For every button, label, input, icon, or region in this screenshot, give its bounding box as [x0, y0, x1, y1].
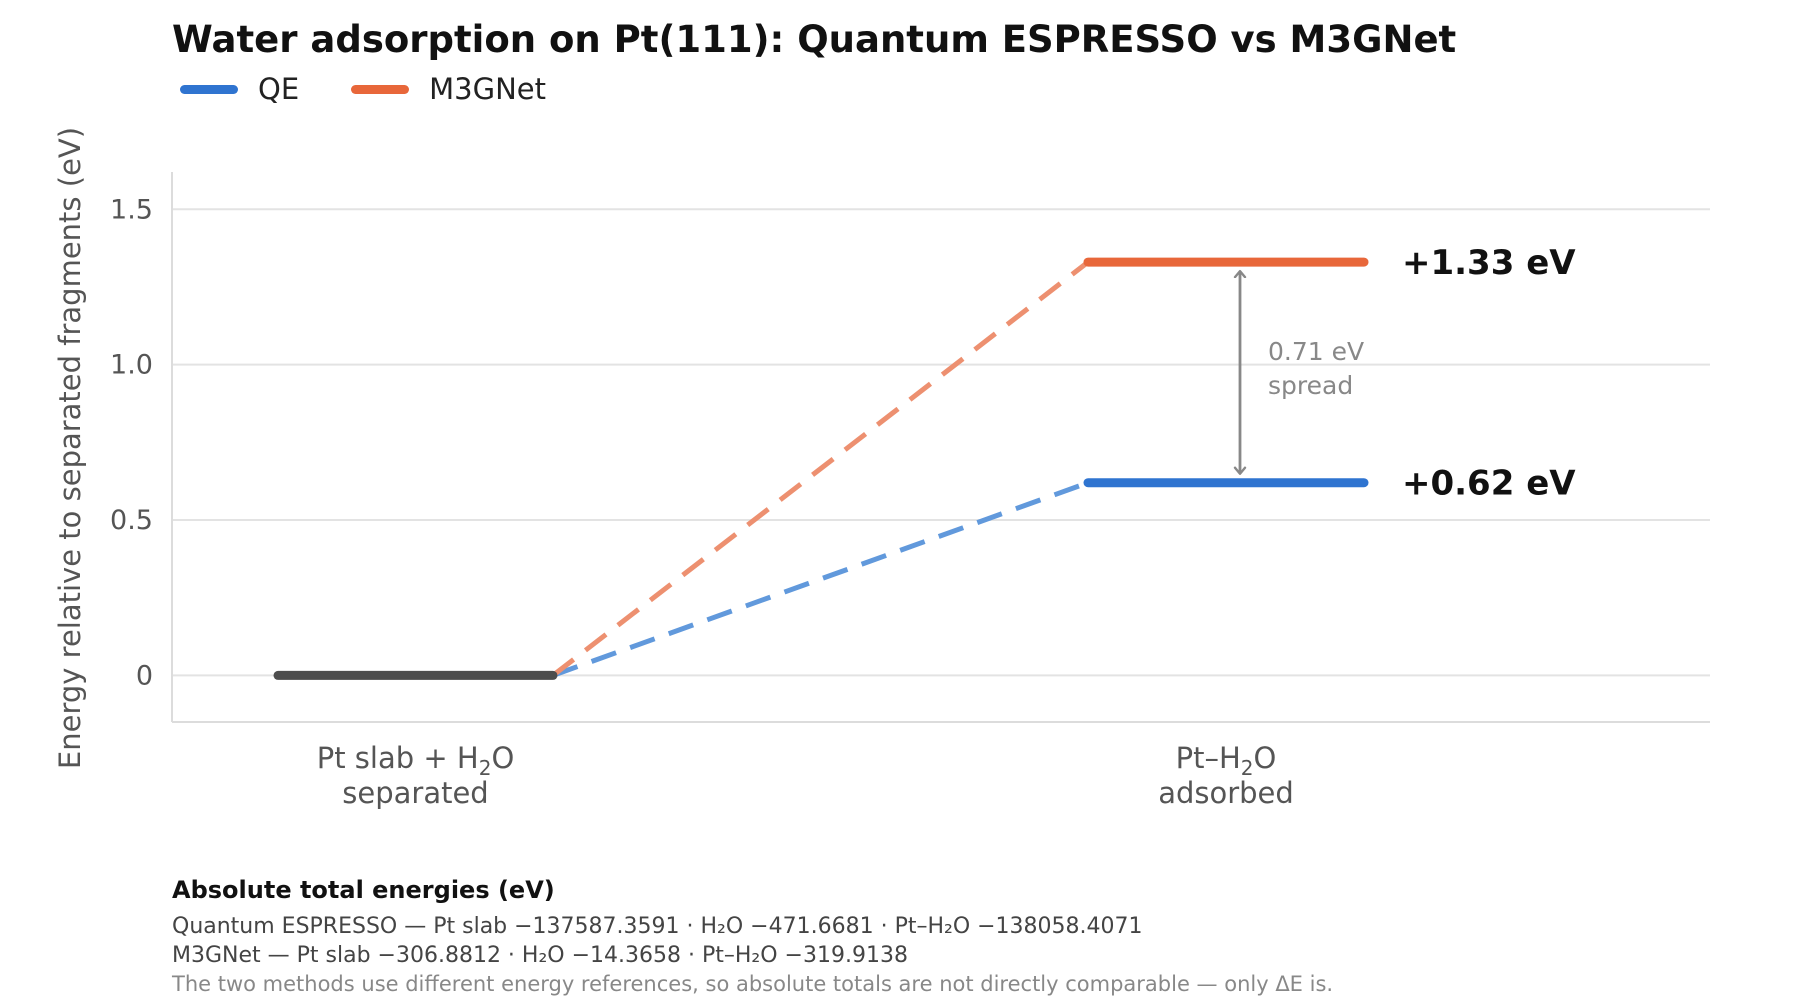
x-category-label: Pt slab + H2O: [317, 741, 515, 780]
value-label-m3gnet: +1.33 eV: [1402, 243, 1576, 283]
notes-heading: Absolute total energies (eV): [172, 876, 555, 904]
spread-label-value: 0.71 eV: [1268, 337, 1364, 366]
y-tick-label: 1.0: [110, 350, 153, 381]
y-tick-label: 0: [136, 660, 153, 691]
connector-m3gnet: [551, 260, 1090, 678]
notes-footnote: The two methods use different energy ref…: [172, 972, 1334, 996]
y-tick-label: 0.5: [110, 505, 153, 536]
notes-line-qe: Quantum ESPRESSO — Pt slab −137587.3591 …: [172, 914, 1143, 939]
y-tick-label: 1.5: [110, 194, 153, 225]
legend-label-qe: QE: [258, 72, 300, 106]
legend-item-m3gnet: M3GNet: [351, 72, 546, 106]
legend-swatch-qe: [180, 84, 238, 94]
legend-label-m3gnet: M3GNet: [429, 72, 547, 106]
value-label-qe: +0.62 eV: [1402, 464, 1576, 504]
x-category-label-line2: separated: [342, 776, 488, 810]
legend-swatch-m3gnet: [351, 84, 410, 94]
spread-label-text: spread: [1268, 371, 1353, 400]
x-category-label: Pt–H2O: [1176, 741, 1277, 780]
notes-line-m3gnet: M3GNet — Pt slab −306.8812 · H₂O −14.365…: [172, 943, 908, 968]
absolute-energies-notes: Absolute total energies (eV) Quantum ESP…: [172, 876, 1333, 996]
connector-qe: [552, 480, 1089, 678]
legend-item-qe: QE: [180, 72, 299, 106]
legend: QE M3GNet: [180, 72, 598, 106]
chart-title: Water adsorption on Pt(111): Quantum ESP…: [172, 18, 1457, 61]
energy-diagram: 0 0.5 1.0 1.5 +0.62 eV +1.33 eV 0.71 eV spread P…: [110, 172, 1710, 810]
x-category-label-line2: adsorbed: [1158, 776, 1294, 810]
